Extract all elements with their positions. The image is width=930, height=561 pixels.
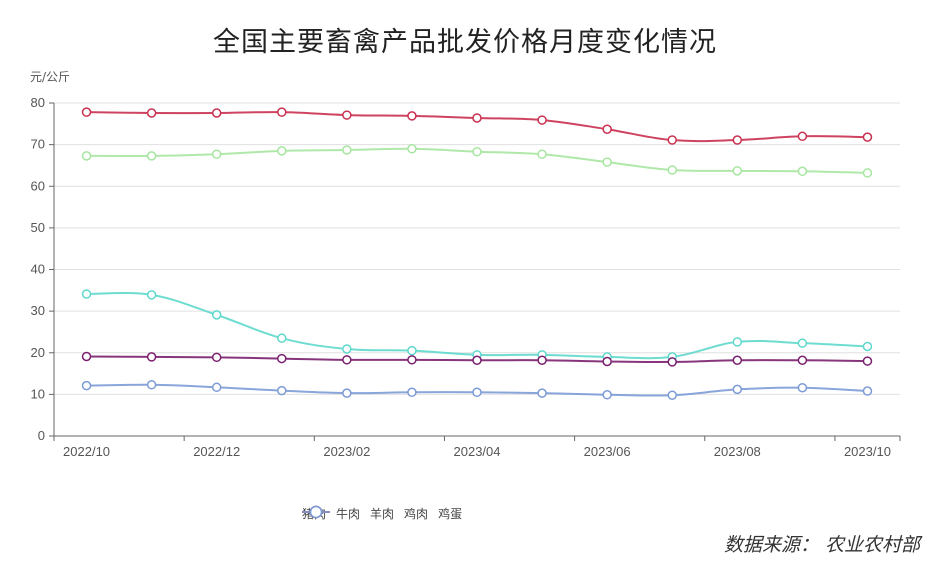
data-point[interactable]	[862, 132, 873, 142]
data-point[interactable]	[211, 149, 222, 159]
data-point[interactable]	[211, 382, 222, 393]
data-point[interactable]	[146, 380, 157, 390]
x-tick-label: 2023/02	[323, 444, 370, 459]
data-point[interactable]	[732, 135, 743, 145]
y-tick-label: 30	[31, 303, 45, 318]
data-point[interactable]	[342, 145, 352, 155]
data-point[interactable]	[277, 146, 287, 156]
legend-label: 牛肉	[336, 507, 361, 521]
legend-item-4[interactable]: 鸡蛋	[302, 505, 463, 522]
data-point[interactable]	[797, 131, 808, 142]
data-point[interactable]	[602, 124, 612, 134]
data-point[interactable]	[342, 110, 352, 120]
data-point[interactable]	[146, 290, 157, 300]
data-point[interactable]	[537, 388, 547, 398]
series-1	[81, 107, 873, 145]
data-point[interactable]	[211, 108, 222, 118]
data-point[interactable]	[277, 107, 287, 117]
data-point[interactable]	[862, 386, 873, 396]
x-tick-label: 2023/08	[714, 444, 761, 459]
data-point[interactable]	[667, 135, 677, 145]
data-point[interactable]	[277, 353, 287, 364]
data-point[interactable]	[732, 355, 743, 365]
data-point[interactable]	[862, 168, 873, 178]
data-point[interactable]	[602, 390, 612, 400]
data-source-note: 数据来源： 农业农村部	[723, 534, 920, 556]
y-tick-label: 50	[31, 220, 45, 235]
data-point[interactable]	[667, 390, 677, 400]
data-point[interactable]	[472, 146, 482, 157]
data-point[interactable]	[537, 355, 547, 365]
x-tick-label: 2023/10	[844, 444, 891, 459]
data-point[interactable]	[602, 157, 612, 167]
data-point[interactable]	[342, 388, 352, 398]
chart-title: 全国主要畜禽产品批发价格月度变化情况	[213, 27, 717, 58]
data-point[interactable]	[81, 380, 92, 391]
data-point[interactable]	[211, 352, 222, 363]
data-point[interactable]	[862, 341, 873, 352]
y-tick-label: 40	[31, 262, 45, 277]
legend-label: 鸡蛋	[438, 507, 463, 521]
series-4	[81, 380, 873, 400]
data-point[interactable]	[146, 352, 157, 362]
data-point[interactable]	[797, 382, 808, 393]
legend-label: 鸡肉	[404, 507, 429, 521]
data-point[interactable]	[667, 165, 677, 175]
data-point[interactable]	[667, 357, 677, 367]
x-tick-label: 2023/06	[584, 444, 631, 459]
data-point[interactable]	[81, 151, 92, 161]
data-point[interactable]	[407, 387, 417, 398]
legend-label: 羊肉	[370, 507, 395, 521]
y-axis-unit-label: 元/公斤	[30, 70, 71, 84]
series-3	[81, 351, 873, 367]
x-tick-label: 2023/04	[454, 444, 501, 459]
data-point[interactable]	[342, 355, 352, 365]
chart-legend: 猪肉牛肉羊肉鸡肉鸡蛋	[302, 505, 462, 522]
y-tick-label: 60	[31, 178, 45, 193]
data-point[interactable]	[277, 385, 287, 396]
y-tick-label: 20	[31, 345, 45, 360]
y-tick-label: 80	[31, 95, 45, 110]
data-point[interactable]	[407, 144, 417, 154]
data-point[interactable]	[407, 111, 417, 121]
data-point[interactable]	[342, 344, 352, 354]
y-tick-label: 70	[31, 137, 45, 152]
data-point[interactable]	[407, 345, 417, 356]
data-point[interactable]	[797, 355, 808, 365]
data-point[interactable]	[602, 356, 612, 367]
data-point[interactable]	[732, 337, 743, 347]
data-point[interactable]	[472, 355, 482, 365]
legend-line-circle-icon	[302, 505, 330, 519]
y-tick-label: 10	[31, 386, 45, 401]
data-point[interactable]	[146, 151, 157, 161]
legend-item-3[interactable]: 鸡肉	[302, 505, 429, 522]
data-point[interactable]	[211, 310, 222, 320]
series-0	[81, 289, 873, 362]
data-point[interactable]	[537, 149, 547, 159]
data-point[interactable]	[732, 166, 743, 176]
data-point[interactable]	[537, 115, 547, 125]
data-point[interactable]	[81, 107, 92, 117]
x-tick-label: 2022/12	[193, 444, 240, 459]
data-point[interactable]	[81, 289, 92, 299]
data-point[interactable]	[797, 338, 808, 348]
legend-item-1[interactable]: 牛肉	[302, 505, 361, 522]
data-point[interactable]	[146, 108, 157, 118]
data-point[interactable]	[472, 387, 482, 398]
data-point[interactable]	[732, 384, 743, 395]
y-tick-label: 0	[38, 428, 45, 443]
series-2	[81, 144, 873, 178]
line-chart: 0 10 20 30 40 50 60 70 80 2022/10 2022/12 2023/02 20…	[31, 95, 901, 459]
legend-item-2[interactable]: 羊肉	[302, 505, 395, 522]
data-point[interactable]	[472, 113, 482, 123]
data-point[interactable]	[862, 356, 873, 366]
x-tick-label: 2022/10	[63, 444, 110, 459]
data-point[interactable]	[407, 355, 417, 365]
data-point[interactable]	[277, 333, 287, 343]
data-point[interactable]	[797, 166, 808, 177]
data-point[interactable]	[81, 351, 92, 362]
